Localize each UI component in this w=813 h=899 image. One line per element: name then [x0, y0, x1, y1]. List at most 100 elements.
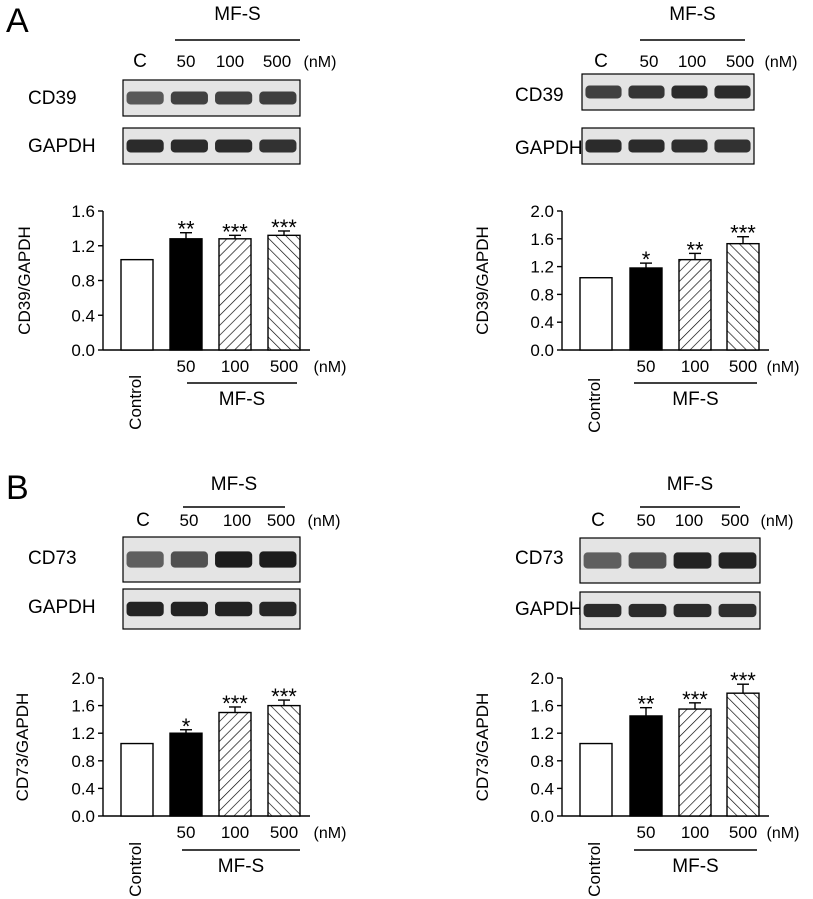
p0c0-band-0-3 [259, 91, 297, 105]
p0c1-band-0-2 [671, 85, 708, 99]
p1c0-bar-3 [267, 704, 301, 817]
p0c1-band-1-3 [714, 139, 751, 153]
p1c1-y-axis-label: CD73/GAPDH [473, 693, 492, 802]
p0c1-x-tick-label-2: 100 [681, 357, 709, 376]
p1c0-y-tick-label-0: 0.0 [71, 807, 95, 826]
p0c0-band-0-2 [215, 91, 253, 105]
p1c0-bar-1 [169, 732, 203, 817]
p0c0-band-1-1 [170, 139, 208, 153]
p0c0-bar-3 [267, 234, 301, 351]
p1c1-significance-3: *** [730, 668, 756, 693]
p1c1-group: MF-S C 50 100 500 (nM) CD73 GAPDH 0.0 0.4 0.8 1.2 1.… [473, 474, 799, 897]
p0c1-band-1-2 [671, 139, 708, 153]
p0c1-control-label: Control [585, 378, 604, 433]
p1c0-x-tick-label-3: 500 [270, 823, 298, 842]
p0c1-x-tick-label-1: 50 [637, 357, 656, 376]
p1c0-group: MF-S C 50 100 500 (nM) CD73 GAPDH 0.0 0.4 0.8 1.2 1.… [13, 474, 346, 897]
p1c0-lane-label-3: 500 [267, 511, 295, 530]
p1c0-chart-unit: (nM) [314, 825, 347, 842]
p0c1-y-tick-label-2: 0.8 [530, 285, 554, 304]
p1c0-x-tick-label-2: 100 [221, 823, 249, 842]
panel-letter-a: A [6, 2, 29, 40]
p1c1-significance-2: *** [682, 687, 708, 712]
panel-letter-b: B [6, 469, 29, 507]
p0c1-bar-1 [629, 267, 663, 351]
p1c1-band-0-2 [673, 552, 712, 569]
p1c0-bar-2 [218, 711, 252, 817]
p1c0-band-1-0 [126, 601, 164, 617]
p1c1-significance-1: ** [637, 692, 655, 717]
p1c1-band-1-0 [583, 603, 622, 618]
p0c1-y-tick-label-5: 2.0 [530, 202, 554, 221]
p0c0-blot-row-label-0: CD39 [28, 88, 77, 109]
p0c1-blot-row-label-1: GAPDH [515, 138, 583, 159]
p1c1-bar-3 [726, 692, 760, 817]
p1c1-blot-group-label: MF-S [667, 474, 713, 495]
p1c1-lane-label-0: C [591, 510, 605, 531]
p1c0-x-tick-label-1: 50 [177, 823, 196, 842]
p1c0-lane-label-0: C [136, 510, 150, 531]
p1c1-y-tick-label-5: 2.0 [530, 669, 554, 688]
p0c0-x-tick-label-1: 50 [177, 357, 196, 376]
p1c1-y-tick-label-0: 0.0 [530, 807, 554, 826]
p1c1-chart-unit: (nM) [767, 825, 800, 842]
p1c0-chart-group-label: MF-S [218, 856, 264, 877]
p0c1-band-0-3 [714, 85, 751, 99]
p0c0-control-label: Control [126, 375, 145, 430]
p1c1-y-tick-label-2: 0.8 [530, 752, 554, 771]
p0c0-blot-unit: (nM) [304, 54, 337, 71]
p1c0-significance-3: *** [271, 684, 297, 709]
p1c1-y-tick-label-3: 1.2 [530, 724, 554, 743]
p0c1-significance-1: * [642, 247, 651, 272]
p0c1-band-1-1 [628, 139, 665, 153]
p0c0-significance-2: *** [222, 219, 248, 244]
p1c1-bar-1 [629, 715, 663, 817]
p0c0-significance-1: ** [177, 217, 195, 242]
p0c1-chart-group-label: MF-S [672, 389, 718, 410]
p0c0-chart-group-label: MF-S [219, 389, 265, 410]
p1c0-control-label: Control [126, 842, 145, 897]
p1c0-blot-row-label-1: GAPDH [28, 597, 96, 618]
p0c1-lane-label-1: 50 [640, 52, 659, 71]
p0c1-y-tick-label-1: 0.4 [530, 313, 554, 332]
p0c1-y-axis-label: CD39/GAPDH [473, 226, 492, 335]
p0c0-y-tick-label-2: 0.8 [71, 272, 95, 291]
p1c1-lane-label-2: 100 [675, 511, 703, 530]
p0c1-blot-unit: (nM) [765, 54, 798, 71]
p1c1-bar-2 [678, 708, 712, 817]
p0c0-x-tick-label-2: 100 [221, 357, 249, 376]
p1c0-band-1-1 [170, 601, 208, 617]
p1c1-band-1-2 [673, 603, 712, 618]
p1c0-band-1-2 [215, 601, 253, 617]
p1c1-x-tick-label-2: 100 [681, 823, 709, 842]
p0c1-group: MF-S C 50 100 500 (nM) CD39 GAPDH 0.0 0.4 0.8 1.2 1.… [473, 4, 799, 433]
p0c1-significance-2: ** [686, 237, 704, 262]
p0c1-lane-label-3: 500 [726, 52, 754, 71]
p1c1-lane-label-1: 50 [637, 511, 656, 530]
p1c1-band-1-3 [718, 603, 757, 618]
p1c1-chart-group-label: MF-S [672, 856, 718, 877]
p0c0-band-0-1 [170, 91, 208, 105]
p0c0-x-tick-label-3: 500 [270, 357, 298, 376]
p1c1-control-label: Control [585, 842, 604, 897]
p0c1-bar-2 [678, 258, 712, 351]
p0c1-blot-row-label-0: CD39 [515, 85, 564, 106]
p1c0-lane-label-2: 100 [223, 511, 251, 530]
p0c1-lane-label-0: C [594, 51, 608, 72]
p1c1-band-0-1 [628, 552, 667, 569]
p1c1-x-tick-label-3: 500 [729, 823, 757, 842]
p1c0-y-axis-label: CD73/GAPDH [13, 693, 32, 802]
p0c0-bar-1 [169, 238, 203, 351]
p1c0-significance-2: *** [222, 691, 248, 716]
p0c0-y-tick-label-3: 1.2 [71, 237, 95, 256]
p1c1-blot-row-label-1: GAPDH [515, 599, 583, 620]
p1c1-band-0-0 [583, 552, 622, 569]
p1c1-blot-row-label-0: CD73 [515, 548, 564, 569]
p1c1-x-tick-label-1: 50 [637, 823, 656, 842]
p1c0-blot-group-label: MF-S [211, 474, 257, 495]
p1c1-lane-label-3: 500 [721, 511, 749, 530]
p0c0-bar-2 [218, 238, 252, 351]
p1c0-band-0-0 [126, 551, 164, 568]
